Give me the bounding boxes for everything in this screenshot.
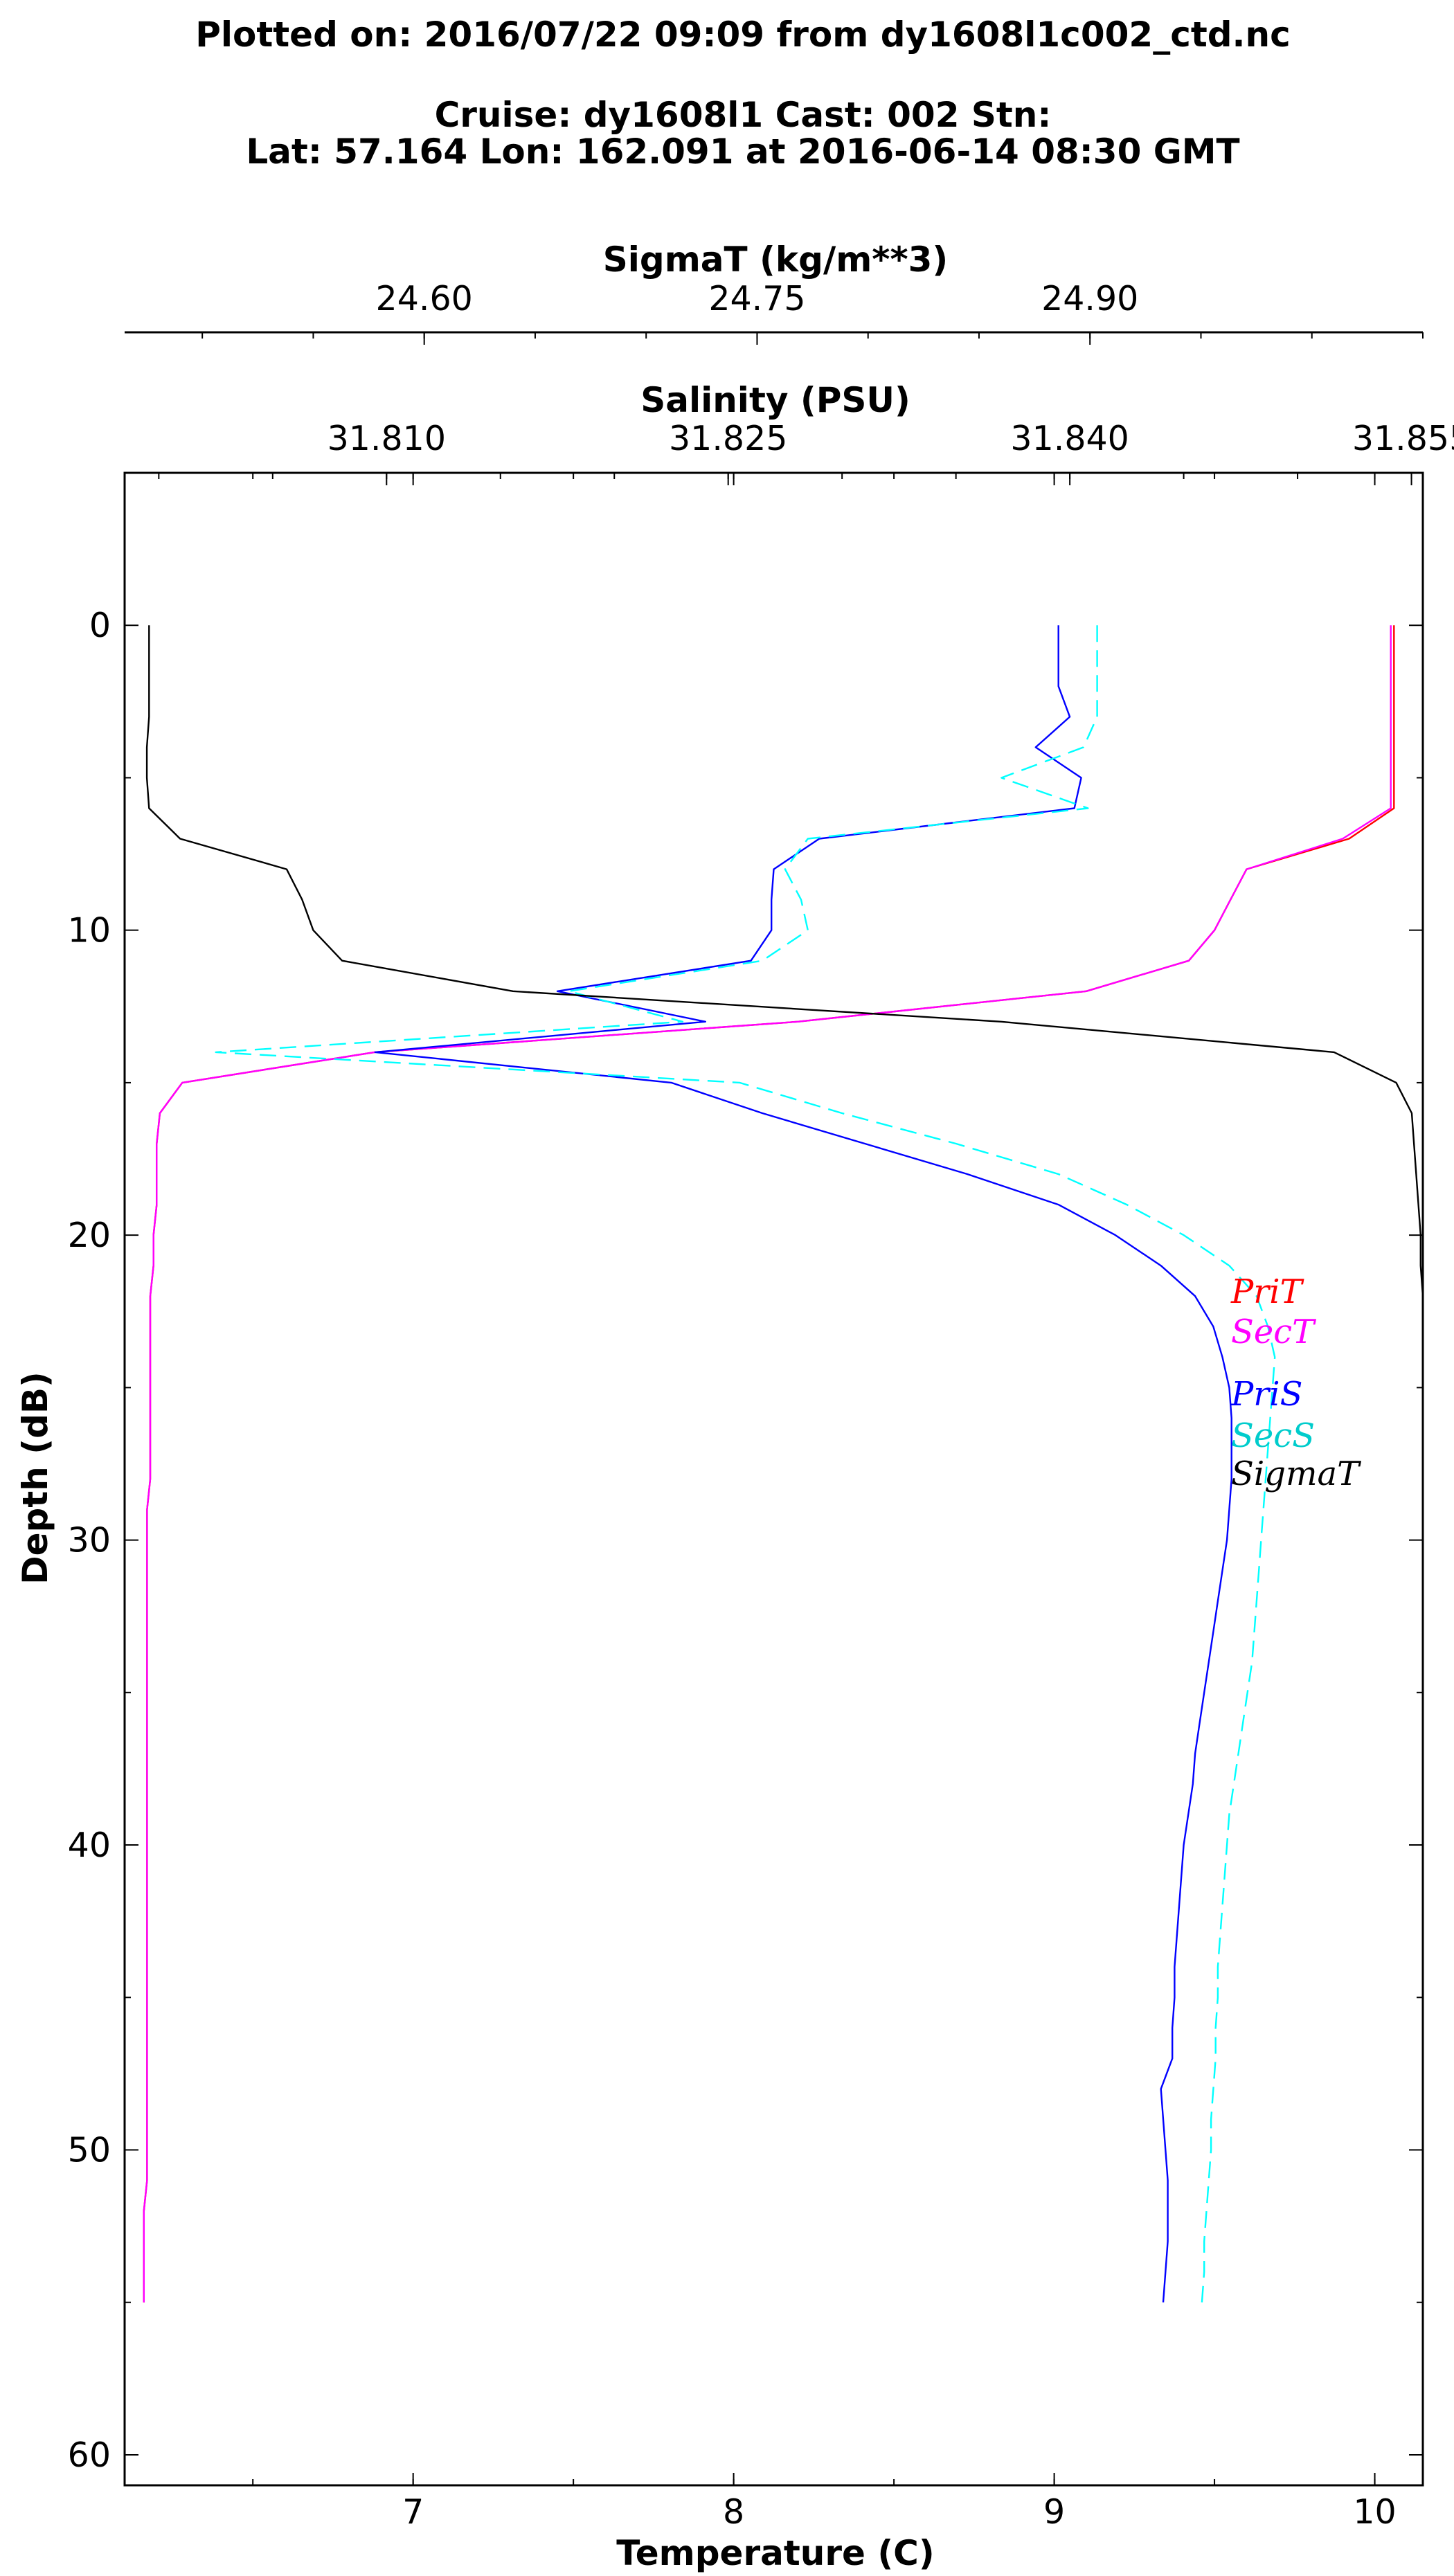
depth-tick-label-6: 60 bbox=[68, 2435, 111, 2475]
axes-layer: 7 8 9 10 31.810 31.825 31.840 31.855 24.60 24.75 2… bbox=[68, 279, 1454, 2532]
series-line-sect bbox=[143, 625, 1392, 2303]
temperature-tick-label-3: 10 bbox=[1353, 2492, 1396, 2532]
salinity-tick-label-0: 31.810 bbox=[327, 419, 446, 458]
legend-entry-sigmat: SigmaT bbox=[1231, 1454, 1361, 1493]
legend-entry-prit: PriT bbox=[1230, 1272, 1304, 1311]
plot-title-line-1: Plotted on: 2016/07/22 09:09 from dy1608… bbox=[195, 15, 1291, 55]
temperature-tick-label-1: 8 bbox=[723, 2492, 744, 2532]
salinity-tick-label-3: 31.855 bbox=[1352, 419, 1454, 458]
temperature-tick-label-0: 7 bbox=[402, 2492, 424, 2532]
sigmat-tick-label-1: 24.75 bbox=[708, 279, 805, 318]
legend-entry-pris: PriS bbox=[1230, 1375, 1302, 1414]
temperature-axis-label: Temperature (C) bbox=[616, 2533, 934, 2573]
sigmat-tick-label-0: 24.60 bbox=[376, 279, 473, 318]
plot-title-line-3: Lat: 57.164 Lon: 162.091 at 2016-06-14 0… bbox=[246, 132, 1239, 172]
depth-tick-label-4: 40 bbox=[68, 1826, 111, 1865]
salinity-tick-label-1: 31.825 bbox=[669, 419, 787, 458]
depth-tick-label-1: 10 bbox=[68, 911, 111, 951]
plot-frame bbox=[123, 471, 1424, 2487]
plot-title-line-2: Cruise: dy1608l1 Cast: 002 Stn: bbox=[435, 95, 1052, 135]
series-line-pris bbox=[374, 625, 1232, 2303]
depth-tick-label-5: 50 bbox=[68, 2131, 111, 2170]
depth-axis-label: Depth (dB) bbox=[15, 1371, 55, 1585]
depth-tick-label-0: 0 bbox=[89, 606, 111, 645]
depth-tick-label-2: 20 bbox=[68, 1216, 111, 1255]
legend-entry-sect: SecT bbox=[1231, 1313, 1316, 1351]
sigmat-axis-label: SigmaT (kg/m**3) bbox=[603, 240, 949, 280]
sigmat-tick-label-2: 24.90 bbox=[1041, 279, 1138, 318]
series-line-prit bbox=[143, 625, 1395, 2303]
depth-tick-label-3: 30 bbox=[68, 1521, 111, 1560]
series-line-sigmat bbox=[145, 625, 1424, 2303]
legend: PriT SecT PriS SecS SigmaT bbox=[1230, 1272, 1361, 1493]
legend-entry-secs: SecS bbox=[1231, 1416, 1315, 1455]
salinity-tick-label-2: 31.840 bbox=[1010, 419, 1129, 458]
temperature-tick-label-2: 9 bbox=[1043, 2492, 1065, 2532]
series-layer bbox=[143, 625, 1424, 2303]
series-line-secs bbox=[215, 625, 1276, 2303]
salinity-axis-label: Salinity (PSU) bbox=[640, 380, 910, 420]
